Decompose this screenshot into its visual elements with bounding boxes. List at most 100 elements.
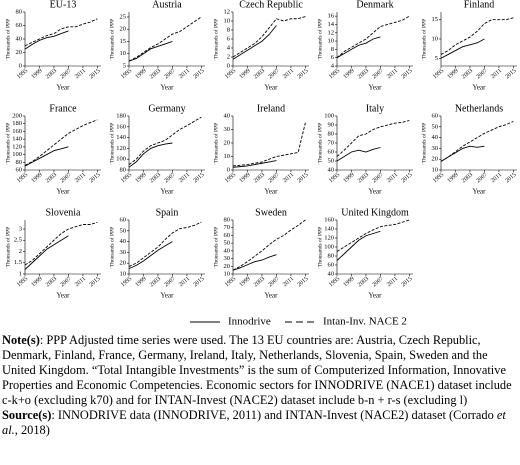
x-tick-label: 1999 <box>343 172 356 184</box>
x-tick-label: 2011 <box>282 276 295 288</box>
y-tick-label: 2 <box>19 248 22 255</box>
y-tick-label: 20 <box>120 260 127 267</box>
y-tick-label: 2 <box>227 53 230 60</box>
y-tick-label: 90 <box>328 121 335 128</box>
y-tick-label: 140 <box>324 225 334 232</box>
series-line <box>232 16 306 58</box>
x-tick-label: 2015 <box>193 276 206 288</box>
y-axis-label: Thousands of PPP <box>420 19 427 59</box>
y-tick-label: 2.5 <box>14 237 22 244</box>
x-tick-label: 2011 <box>490 172 503 184</box>
y-tick-label: 100 <box>324 243 334 250</box>
x-tick-label: 2003 <box>253 68 266 80</box>
x-tick-label: 2007 <box>372 172 385 184</box>
x-axis-label: Year <box>161 292 175 300</box>
x-tick-label: 2015 <box>193 68 206 80</box>
series-line <box>440 145 485 162</box>
y-tick-label: 40 <box>224 112 231 119</box>
notes: Note(s): PPP Adjusted time series were u… <box>2 333 516 438</box>
y-axis-label: Thousands of PPP <box>212 123 219 163</box>
y-tick-label: 3 <box>19 225 22 232</box>
y-axis-label: Thousands of PPP <box>316 123 323 163</box>
y-tick-label: 120 <box>324 234 334 241</box>
x-tick-label: 1995 <box>224 68 237 80</box>
x-axis-label: Year <box>265 188 279 196</box>
y-tick-label: 80 <box>16 8 23 15</box>
y-tick-label: 10 <box>328 38 335 45</box>
x-axis-label: Year <box>473 84 487 92</box>
x-tick-label: 2011 <box>282 172 295 184</box>
y-tick-label: 200 <box>12 112 22 119</box>
series-line <box>128 16 202 62</box>
x-axis-label: Year <box>473 188 487 196</box>
x-tick-label: 2011 <box>386 68 399 80</box>
x-tick-label: 2015 <box>89 172 102 184</box>
y-axis-label: Thousands of PPP <box>4 123 11 163</box>
y-tick-label: 10 <box>432 166 439 173</box>
x-axis-label: Year <box>265 84 279 92</box>
x-tick-label: 2015 <box>193 172 206 184</box>
series-line <box>336 120 410 157</box>
y-tick-label: 160 <box>12 128 22 135</box>
x-tick-label: 2011 <box>282 68 295 80</box>
panel-title: Ireland <box>257 103 285 114</box>
x-tick-label: 2007 <box>372 68 385 80</box>
y-tick-label: 60 <box>328 261 335 268</box>
y-tick-label: 40 <box>328 166 335 173</box>
series-line <box>336 15 410 59</box>
y-tick-label: 30 <box>224 255 231 262</box>
x-tick-label: 2015 <box>89 276 102 288</box>
series-line <box>232 254 277 271</box>
y-axis-label: Thousands of PPP <box>420 123 427 163</box>
y-tick-label: 70 <box>224 224 231 231</box>
x-tick-label: 2015 <box>505 172 518 184</box>
y-tick-label: 40 <box>16 35 23 42</box>
legend-label: Intan-Inv. NACE 2 <box>323 316 407 328</box>
x-tick-label: 2011 <box>386 276 399 288</box>
note: Note(s): PPP Adjusted time series were u… <box>2 333 516 408</box>
y-tick-label: 14 <box>328 21 335 28</box>
y-tick-label: 80 <box>16 159 23 166</box>
panel-title: Denmark <box>356 0 393 10</box>
y-tick-label: 40 <box>432 134 439 141</box>
source: Source(s): INNODRIVE data (INNODRIVE, 20… <box>2 408 516 438</box>
y-axis-label: Thousands of PPP <box>108 19 115 59</box>
y-tick-label: 12 <box>328 29 335 36</box>
x-tick-label: 2015 <box>297 68 310 80</box>
y-axis-label: Thousands of PPP <box>4 19 11 59</box>
y-tick-label: 100 <box>324 112 334 119</box>
x-tick-label: 1995 <box>432 172 445 184</box>
panel-title: Netherlands <box>455 103 503 114</box>
x-tick-label: 1999 <box>447 172 460 184</box>
y-tick-label: 25 <box>120 13 127 20</box>
x-tick-label: 2015 <box>401 172 414 184</box>
series-line <box>336 219 410 252</box>
y-tick-label: 160 <box>324 216 334 223</box>
x-tick-label: 2011 <box>74 68 87 80</box>
y-tick-label: 1 <box>19 270 22 277</box>
y-tick-label: 60 <box>16 22 23 29</box>
panel-title: Spain <box>156 207 179 218</box>
series-line <box>440 38 485 59</box>
y-tick-label: 4 <box>331 62 335 69</box>
panel-title: United Kingdom <box>341 207 409 218</box>
x-tick-label: 2003 <box>357 276 370 288</box>
x-tick-label: 2003 <box>357 68 370 80</box>
series-line <box>232 25 277 60</box>
x-tick-label: 1995 <box>432 68 445 80</box>
x-tick-label: 2003 <box>253 172 266 184</box>
x-tick-label: 2011 <box>178 276 191 288</box>
y-tick-label: 60 <box>328 148 335 155</box>
series-line <box>128 241 173 270</box>
y-tick-label: 0 <box>227 166 230 173</box>
x-tick-label: 1995 <box>120 68 133 80</box>
x-tick-label: 2011 <box>178 68 191 80</box>
x-tick-label: 2007 <box>164 276 177 288</box>
source-label: Source(s) <box>2 408 52 422</box>
series-line <box>128 142 173 168</box>
x-tick-label: 2003 <box>149 276 162 288</box>
series-line <box>24 119 98 166</box>
series-line <box>128 41 173 62</box>
y-tick-label: 180 <box>116 112 126 119</box>
